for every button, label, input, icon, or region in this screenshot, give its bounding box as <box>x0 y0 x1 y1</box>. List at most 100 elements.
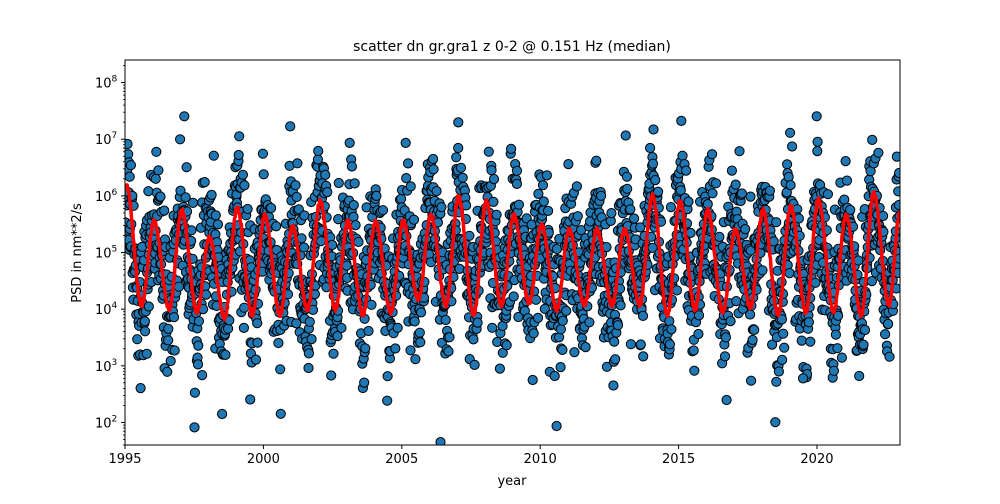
scatter-point <box>561 305 572 316</box>
scatter-point-outlier <box>798 373 809 384</box>
scatter-point <box>513 311 524 323</box>
scatter-point <box>859 324 871 336</box>
x-tick-label: 2015 <box>662 452 695 467</box>
scatter-point <box>635 339 646 350</box>
scatter-point <box>315 236 327 247</box>
scatter-point <box>285 121 296 132</box>
x-tick-label: 2000 <box>247 452 280 467</box>
y-tick-label: 104 <box>95 301 118 318</box>
scatter-point <box>730 179 741 190</box>
scatter-point <box>810 277 821 288</box>
scatter-point <box>491 209 502 220</box>
scatter-point <box>165 355 176 367</box>
scatter-point <box>596 190 607 201</box>
scatter-point <box>275 364 286 375</box>
scatter-point <box>455 162 467 173</box>
scatter-point <box>414 327 425 338</box>
scatter-point <box>303 348 314 359</box>
scatter-point <box>242 203 253 215</box>
scatter-point <box>223 323 234 334</box>
scatter-point <box>580 342 591 353</box>
scatter-point <box>206 189 217 200</box>
scatter-point <box>186 225 197 236</box>
x-tick-label: 1995 <box>108 452 141 467</box>
scatter-point <box>233 149 244 161</box>
scatter-point <box>854 370 865 382</box>
scatter-point <box>360 343 371 354</box>
scatter-point <box>563 159 574 170</box>
scatter-point <box>349 178 360 189</box>
scatter-point <box>782 159 793 170</box>
scatter-point <box>812 146 823 157</box>
scatter-point <box>591 155 602 166</box>
scatter-point <box>169 345 180 356</box>
scatter-point <box>693 328 704 340</box>
scatter-point <box>454 263 465 274</box>
scatter-point <box>569 347 580 358</box>
scatter-point <box>405 181 416 192</box>
scatter-point <box>382 371 393 382</box>
scatter-point <box>271 221 282 232</box>
scatter-point <box>873 147 884 158</box>
scatter-point <box>143 301 154 312</box>
x-tick-label: 2005 <box>385 452 418 467</box>
scatter-point <box>796 335 807 346</box>
scatter-point <box>771 376 782 387</box>
scatter-point <box>303 362 314 374</box>
scatter-point <box>721 394 732 406</box>
scatter-point <box>443 346 454 357</box>
scatter-point <box>734 146 745 157</box>
scatter-point <box>141 348 152 359</box>
scatter-point <box>778 328 789 339</box>
y-tick-label: 103 <box>95 358 117 375</box>
scatter-point <box>472 317 483 328</box>
scatter-point <box>773 366 785 377</box>
x-tick-label: 2010 <box>524 452 557 467</box>
scatter-point <box>453 117 464 128</box>
y-tick-label: 105 <box>95 245 117 262</box>
scatter-point <box>252 318 263 329</box>
scatter-point <box>436 202 447 213</box>
scatter-point <box>181 162 192 173</box>
scatter-point <box>677 150 688 161</box>
scatter-point <box>770 417 781 428</box>
scatter-point <box>650 175 661 186</box>
y-tick-label: 107 <box>95 131 117 148</box>
scatter-point <box>245 394 256 405</box>
scatter-point <box>714 231 725 242</box>
scatter-point <box>787 141 798 152</box>
scatter-point <box>601 361 613 372</box>
scatter-point <box>893 186 900 197</box>
scatter-point <box>893 199 900 211</box>
scatter-point <box>511 178 523 189</box>
scatter-point <box>638 351 649 362</box>
scatter-point <box>745 309 756 320</box>
scatter-point <box>353 236 364 247</box>
scatter-point <box>785 127 796 138</box>
scatter-point <box>125 171 135 182</box>
scatter-point <box>193 316 204 327</box>
scatter-point <box>511 165 523 176</box>
scatter-point <box>469 359 480 370</box>
scatter-point <box>212 219 223 230</box>
x-axis: 1995 2000 2005 2010 2015 2020 <box>108 445 834 467</box>
scatter-point <box>620 130 631 141</box>
scatter-point <box>740 224 751 235</box>
scatter-point <box>175 185 186 196</box>
scatter-point <box>390 343 401 354</box>
scatter-point <box>745 191 756 202</box>
scatter-point <box>468 334 479 345</box>
scatter-point <box>292 158 303 169</box>
scatter-point <box>771 217 782 228</box>
scatter-point <box>731 296 742 307</box>
scatter-point <box>805 336 816 347</box>
scatter-point <box>647 158 659 169</box>
scatter-point <box>693 310 705 321</box>
scatter-point <box>664 316 675 327</box>
scatter-point <box>408 214 420 225</box>
scatter-point <box>382 395 393 406</box>
scatter-point <box>508 291 519 302</box>
scatter-point <box>683 196 694 207</box>
